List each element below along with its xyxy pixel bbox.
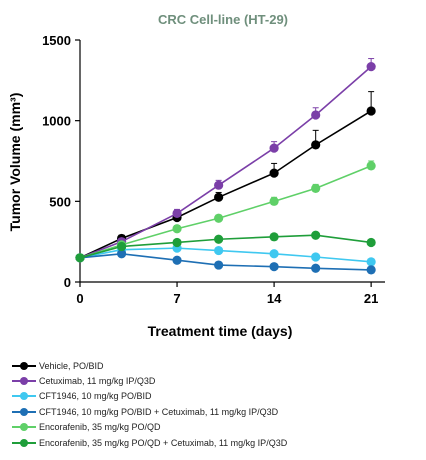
y-axis-label: Tumor Volume (mm³) <box>7 93 23 232</box>
legend-swatch <box>12 407 36 417</box>
data-point <box>269 196 279 206</box>
legend: Vehicle, PO/BID Cetuximab, 11 mg/kg IP/Q3… <box>12 358 422 450</box>
legend-label: Cetuximab, 11 mg/kg IP/Q3D <box>39 376 156 387</box>
data-point <box>116 249 127 259</box>
series-6 <box>75 230 376 263</box>
x-tick-label: 21 <box>364 291 378 306</box>
data-point <box>172 237 182 248</box>
data-point <box>116 241 127 252</box>
x-axis-label: Treatment time (days) <box>148 323 293 339</box>
x-tick-label: 14 <box>267 291 282 306</box>
y-tick-label: 1000 <box>42 114 71 129</box>
data-point <box>366 257 376 267</box>
legend-item: Vehicle, PO/BID <box>12 358 422 373</box>
legend-label: Encorafenib, 35 mg/kg PO/QD + Cetuximab,… <box>39 437 288 448</box>
data-point <box>311 110 321 120</box>
data-point <box>311 252 321 262</box>
data-point <box>269 249 279 259</box>
legend-swatch <box>12 376 36 386</box>
data-point <box>311 140 321 150</box>
x-tick-label: 7 <box>173 291 180 306</box>
legend-swatch <box>12 422 36 432</box>
data-point <box>366 106 376 116</box>
data-point <box>214 260 224 270</box>
series-2 <box>75 58 376 263</box>
data-point <box>172 255 182 265</box>
series-line <box>79 66 372 259</box>
x-tick-label: 0 <box>76 291 83 306</box>
series-4 <box>75 249 376 275</box>
legend-item: CFT1946, 10 mg/kg PO/BID <box>12 389 422 404</box>
legend-label: Vehicle, PO/BID <box>39 360 104 371</box>
chart-title: CRC Cell-line (HT-29) <box>158 12 288 27</box>
plot-area <box>75 58 376 275</box>
data-point <box>366 237 376 248</box>
data-point <box>269 262 279 272</box>
data-point <box>269 143 279 153</box>
y-tick-label: 1500 <box>42 33 71 48</box>
data-point <box>311 263 321 273</box>
y-tick-label: 0 <box>64 275 71 290</box>
legend-item: Encorafenib, 35 mg/kg PO/QD <box>12 420 422 435</box>
data-point <box>214 234 224 244</box>
data-point <box>311 230 321 240</box>
legend-swatch <box>12 361 36 371</box>
legend-item: CFT1946, 10 mg/kg PO/BID + Cetuximab, 11… <box>12 404 422 419</box>
legend-item: Encorafenib, 35 mg/kg PO/QD + Cetuximab,… <box>12 435 422 450</box>
legend-swatch <box>12 438 36 448</box>
data-point <box>311 183 321 194</box>
legend-label: CFT1946, 10 mg/kg PO/BID <box>39 391 152 402</box>
data-point <box>269 232 279 242</box>
legend-item: Cetuximab, 11 mg/kg IP/Q3D <box>12 373 422 388</box>
data-point <box>172 224 182 234</box>
data-point <box>214 180 224 190</box>
data-point <box>75 253 85 263</box>
y-tick-label: 500 <box>49 194 71 209</box>
legend-label: CFT1946, 10 mg/kg PO/BID + Cetuximab, 11… <box>39 406 279 417</box>
data-point <box>366 161 376 171</box>
axes: 0 500 1000 1500 0 7 14 21 <box>42 33 385 306</box>
data-point <box>269 168 279 178</box>
data-point <box>214 213 224 223</box>
data-point <box>214 192 224 202</box>
data-point <box>214 245 224 256</box>
legend-label: Encorafenib, 35 mg/kg PO/QD <box>39 422 161 433</box>
data-point <box>172 208 182 219</box>
legend-swatch <box>12 391 36 401</box>
data-point <box>366 265 376 275</box>
data-point <box>366 62 376 72</box>
